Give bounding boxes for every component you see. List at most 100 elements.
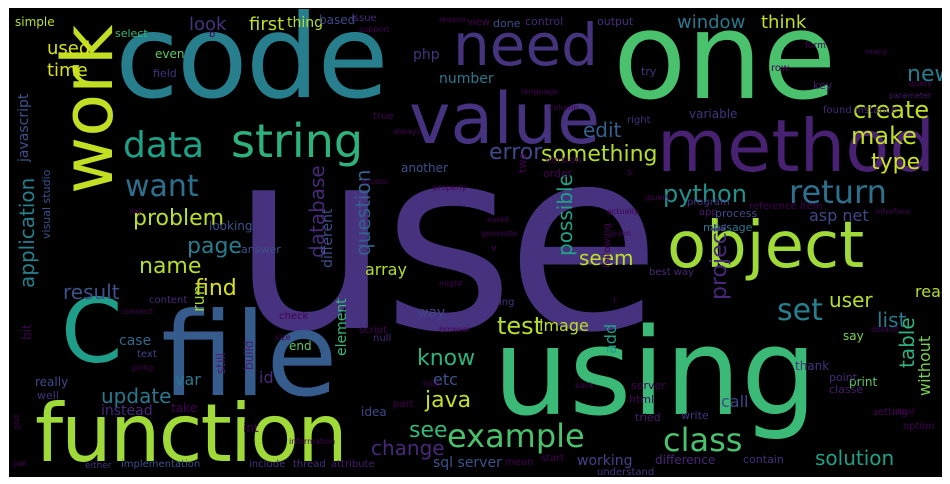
word-say: say	[843, 329, 864, 343]
word-edit: edit	[583, 118, 622, 142]
word-etc: etc	[433, 370, 458, 389]
word-column: column	[549, 103, 579, 112]
word-cloud: use code one using file function method …	[9, 8, 942, 477]
word-create: create	[853, 96, 930, 124]
word-data: data	[123, 125, 205, 166]
word-key: key	[813, 79, 833, 92]
word-array: array	[365, 260, 407, 279]
word-row: row	[771, 63, 790, 74]
word-end: end	[289, 339, 312, 353]
word-found-instance: found instance	[823, 105, 898, 116]
word-output: output	[597, 15, 634, 28]
word-sql-server: sql server	[433, 455, 502, 471]
word-another: another	[401, 161, 448, 175]
word-thing: thing	[287, 15, 324, 31]
word-php: php	[413, 47, 440, 63]
word-going: going	[131, 363, 154, 372]
word-variable: variable	[689, 107, 738, 121]
word-program: program	[687, 197, 730, 208]
word-code: code	[115, 8, 389, 125]
word-properly: properly	[433, 183, 467, 192]
word-looking: looking	[209, 219, 253, 233]
word-language: language	[521, 87, 559, 96]
word-control: control	[525, 15, 564, 28]
word-true: true	[373, 111, 394, 122]
word-window: window	[677, 12, 746, 33]
word-order: order	[543, 167, 573, 180]
word-value: value	[409, 78, 601, 160]
word-print: print	[849, 375, 878, 389]
word-select: select	[115, 27, 148, 40]
word-setting: setting	[873, 407, 908, 418]
word-var: var	[175, 370, 201, 389]
word-case: case	[119, 333, 152, 349]
word-python: python	[663, 180, 747, 208]
word-field: field	[153, 67, 177, 80]
word-find: find	[195, 276, 237, 301]
word-using: using	[493, 304, 818, 443]
word-try: try	[641, 65, 657, 78]
word-parameter: parameter	[889, 91, 932, 100]
word-check: check	[279, 311, 309, 322]
word-method: method	[657, 104, 936, 188]
word-first: first	[249, 14, 285, 35]
word-right: right	[627, 115, 651, 126]
word-answer: answer	[241, 243, 281, 256]
word-back: back	[575, 381, 595, 390]
word-information: information	[289, 437, 336, 446]
word-used: used	[47, 38, 91, 59]
word-link: link	[129, 207, 144, 216]
word-issue: issue	[351, 13, 377, 24]
word-r: r	[613, 295, 618, 306]
word-error: error	[489, 140, 543, 165]
word-pwi: pwi	[13, 459, 27, 468]
word-either: either	[85, 461, 112, 471]
word-generate: generate	[481, 229, 518, 238]
word-two: two	[516, 152, 529, 173]
word-idea: idea	[361, 405, 387, 419]
word-app: app	[699, 207, 718, 218]
word-include: include	[249, 459, 286, 470]
word-bit: bit	[20, 324, 34, 340]
word-time: time	[47, 60, 88, 81]
word-add: add	[601, 323, 620, 354]
word-element: element	[334, 298, 350, 356]
word-instead: instead	[101, 403, 153, 419]
word-one: one	[613, 8, 837, 127]
word-b: b	[209, 29, 216, 40]
word-might: might	[439, 279, 463, 288]
word-type: type	[871, 150, 921, 175]
word-visual-studio: visual studio	[40, 169, 53, 239]
word-function: function	[35, 387, 348, 477]
word-seem: seem	[579, 246, 634, 270]
word-C: C	[61, 280, 123, 383]
word-version: version	[545, 155, 582, 166]
word-project: project	[707, 223, 732, 300]
word-set: set	[777, 293, 823, 328]
word-reason: reason	[439, 15, 467, 24]
word-reference-item: reference item	[749, 201, 823, 212]
word-page: page	[187, 234, 242, 259]
word-list: list	[877, 308, 907, 332]
word-s: s	[627, 167, 633, 178]
word-browser: browser	[439, 325, 472, 334]
word-option: option	[903, 421, 935, 432]
word-javascript: javascript	[16, 93, 32, 162]
word-attribute: attribute	[331, 459, 375, 470]
word-thread: thread	[293, 459, 326, 470]
word-return: return	[789, 173, 887, 211]
word-god: god	[12, 414, 21, 430]
word-jquery: jquery	[645, 193, 671, 202]
word-always: always	[393, 127, 421, 136]
word-script: script	[359, 325, 387, 336]
word-even: even	[155, 47, 185, 61]
word-read: read	[915, 282, 942, 301]
word-change: change	[371, 436, 445, 460]
word-understand: understand	[597, 467, 655, 478]
word-possible: possible	[553, 174, 577, 256]
word-given: given	[609, 229, 632, 238]
word-java: java	[425, 388, 472, 413]
word-class: class	[663, 421, 743, 459]
word-without: without	[915, 335, 934, 396]
word-content: content	[149, 295, 188, 306]
